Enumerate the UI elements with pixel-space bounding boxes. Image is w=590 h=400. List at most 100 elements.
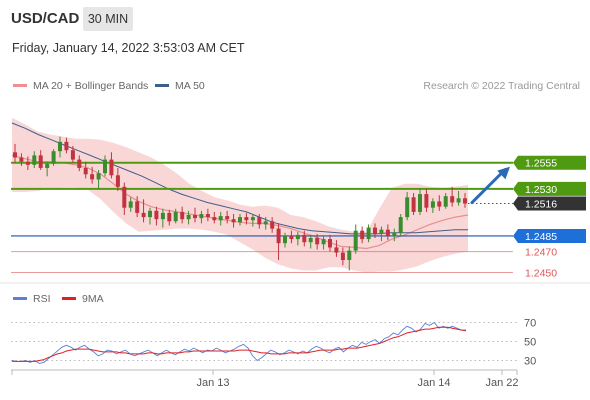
candle-body [424,194,429,208]
candle-body [128,201,133,208]
rsi-legend: RSI 9MA [13,293,104,305]
candle [263,217,268,230]
projection-arrow-head [497,166,510,180]
candle-body [38,155,43,168]
candle [308,234,313,249]
candle [83,161,88,179]
candle [141,199,146,223]
candle [218,211,223,226]
candle [96,170,101,189]
candle [128,197,133,212]
ma50-line [11,122,468,235]
candle [257,213,262,229]
candle-body [392,232,397,236]
candle [38,150,43,171]
candle-body [385,229,390,236]
ma20-legend-label: MA 20 + Bollinger Bands [33,80,148,92]
research-credit: Research © 2022 Trading Central [423,80,580,92]
candle [109,152,114,179]
rsi-line [11,321,467,364]
resistance-1-badge-shape [513,181,586,196]
time-axis-label: Jan 13 [196,377,229,389]
candle-body [289,235,294,239]
candle-body [231,219,236,223]
candle-body [212,217,217,221]
rsi-lines [11,321,467,364]
chart-header: USD/CAD 30 MIN [0,0,590,38]
candle [456,190,461,206]
candle [70,146,75,163]
candle-body [154,210,159,220]
candle-body [244,217,249,221]
rsi-legend-label: RSI [33,293,51,305]
candle [295,231,300,246]
support-1-badge: 1.2485 [513,228,586,243]
candle-body [315,238,320,245]
candle [193,207,197,223]
candle-body [25,161,30,165]
candle-body [141,212,146,218]
candle [148,207,152,225]
candle-body [90,174,95,180]
candle [443,193,448,209]
candle-body [103,159,107,174]
candle [160,208,165,228]
candle [366,224,371,243]
candle-body [238,217,242,223]
candle [13,143,17,163]
current-price-badge-shape [513,196,586,211]
rsi-gridlines: 70 50 30 [11,318,536,368]
candle-body [135,201,140,213]
rsi-legend-swatch [13,297,27,300]
ma50-legend-swatch [155,84,169,87]
support-2-label: 1.2470 [525,247,557,259]
candle [45,161,50,177]
candle [122,182,127,216]
timeframe-button[interactable]: 30 MIN [83,7,133,31]
candle-body [173,211,178,222]
candle-body [257,217,262,225]
candle [315,233,320,250]
candle-body [51,151,56,164]
candle [19,153,24,166]
candle-body [148,210,152,218]
candle [385,224,390,241]
candle [115,167,120,191]
rsi-ma9-line [12,326,466,362]
candle-body [13,152,17,158]
candle [225,210,230,224]
rsi-tick-label: 70 [524,318,536,330]
main-legend: MA 20 + Bollinger Bands MA 50 Research ©… [13,80,580,92]
candle-body [32,155,37,165]
candle [340,247,345,266]
candle [430,198,435,213]
rsi-tick-label: 30 [524,356,536,368]
candle [411,193,416,216]
current-price-badge: 1.2516 [513,196,586,211]
candle-body [328,239,332,248]
candle-body [58,141,62,152]
candle-body [45,163,50,168]
candle [347,246,352,271]
candle-body [218,216,223,221]
candle-body [83,168,88,175]
candle-body [70,150,75,160]
candle [77,155,82,172]
time-axis-label: Jan 14 [417,377,450,389]
candle [302,230,307,247]
price-levels [11,161,513,274]
candle [328,234,332,252]
support-1-badge-shape [513,228,586,243]
candle [173,208,178,224]
candle-body [77,159,82,168]
chart-datetime: Friday, January 14, 2022 3:53:03 AM CET [12,41,245,55]
candle [199,210,204,224]
candle-body [193,215,197,219]
candle-body [167,212,172,222]
candle [379,226,384,242]
resistance-2-badge: 1.2555 [513,155,586,170]
support-1-label: 1.2485 [525,231,557,243]
candle [289,230,294,244]
resistance-1-badge: 1.2530 [513,181,586,196]
